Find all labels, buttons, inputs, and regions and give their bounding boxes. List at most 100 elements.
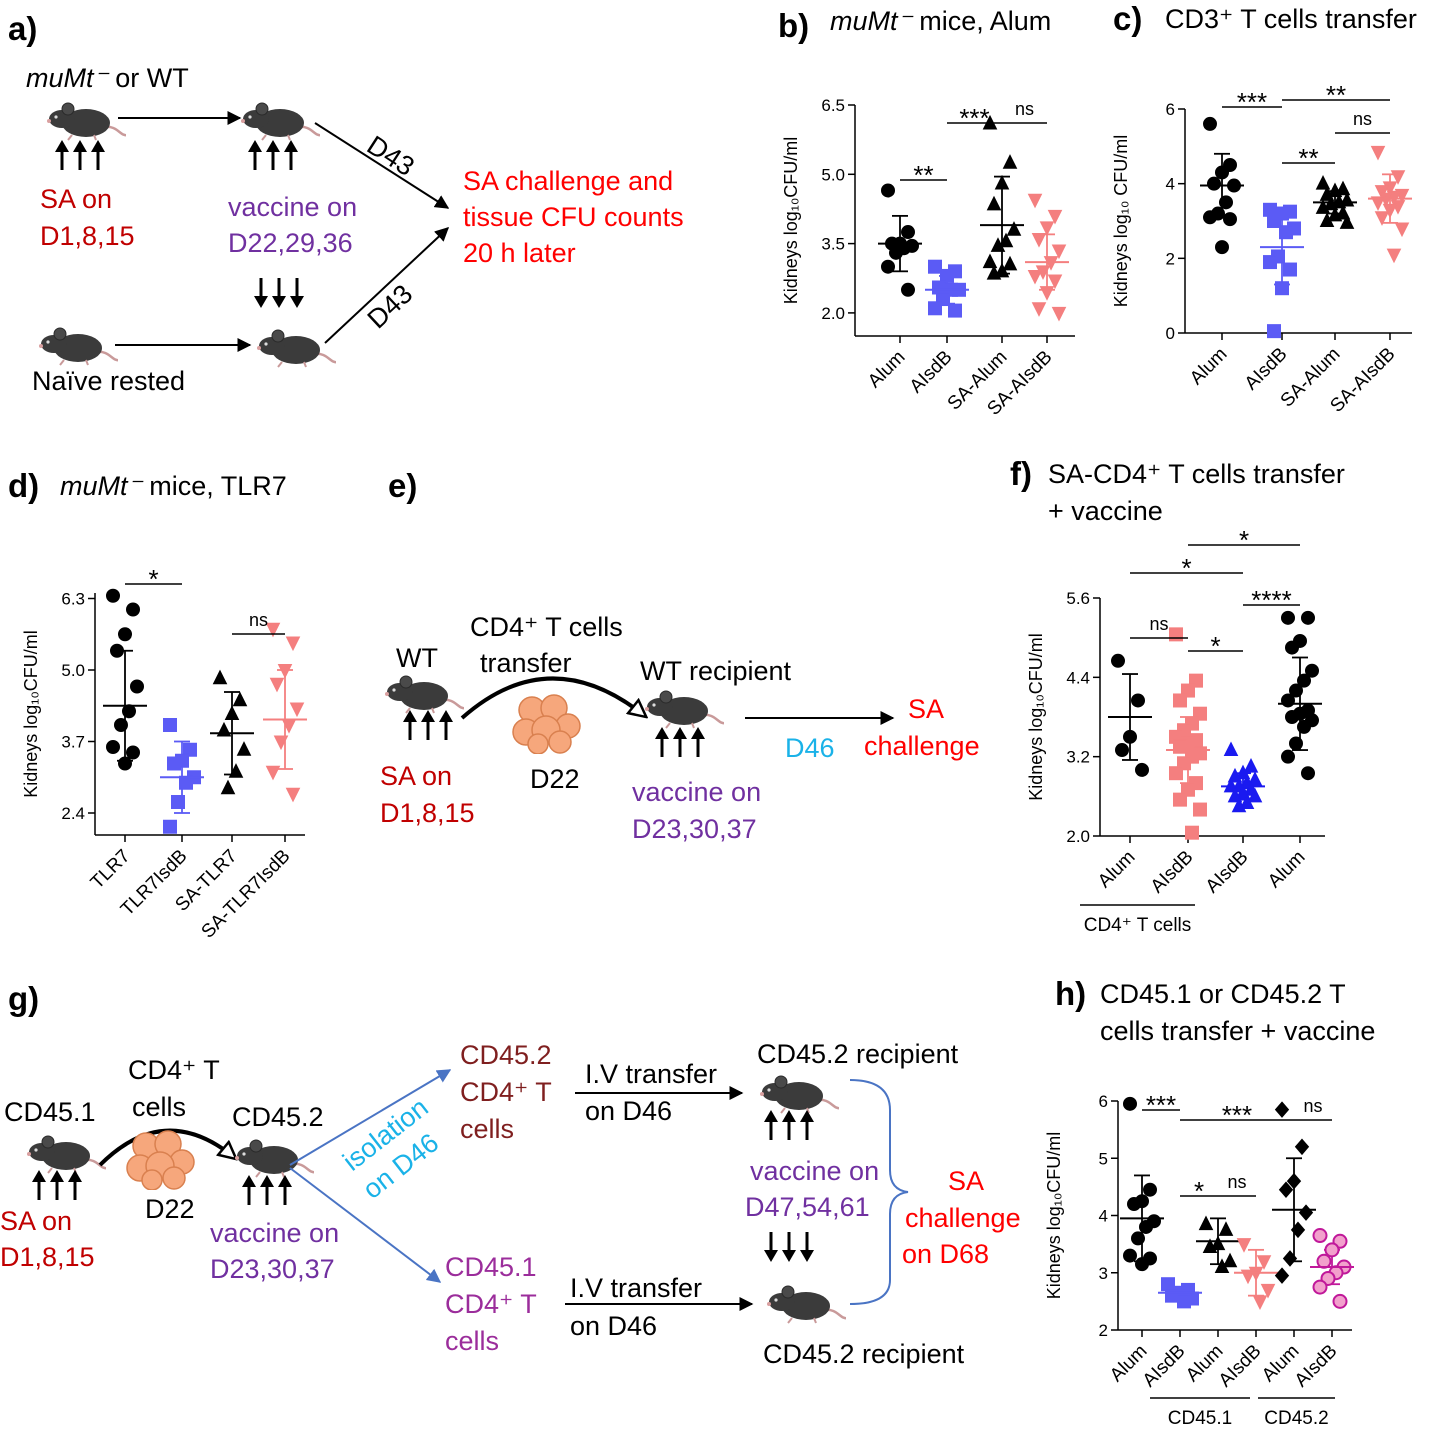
- sa-label: SA on: [380, 761, 452, 791]
- data-point: [1315, 199, 1331, 214]
- outcome-line: 20 h later: [463, 238, 576, 268]
- mouse: [45, 101, 126, 142]
- data-point: [1131, 1231, 1145, 1246]
- diagram-e: WT SA on D1,8,15 CD4⁺ T cells transfer D…: [380, 612, 980, 844]
- transfer-line: CD4⁺ T: [128, 1055, 220, 1085]
- data-point: [1339, 214, 1355, 229]
- data-point: [1285, 640, 1299, 655]
- data-point: [1301, 610, 1315, 625]
- data-point: [1327, 206, 1343, 222]
- data-point: [1027, 269, 1043, 285]
- data-point: [1274, 1101, 1290, 1118]
- title-text: CD45.1 or CD45.2 T: [1100, 979, 1346, 1009]
- mouse: [255, 328, 336, 369]
- outcome-line: tissue CFU counts: [463, 202, 684, 232]
- challenge-line: challenge: [905, 1203, 1021, 1233]
- data-point: [1235, 764, 1251, 780]
- data-point: [1207, 176, 1221, 191]
- recipient-label: CD45.2 recipient: [763, 1339, 965, 1369]
- title-text: mice, TLR7: [142, 471, 287, 501]
- transfer-line: cells: [132, 1092, 186, 1122]
- chart-title: cells transfer + vaccine: [1100, 1016, 1375, 1046]
- y-tick-label: 6: [1099, 1092, 1108, 1111]
- y-tick-label: 6: [1166, 100, 1175, 119]
- day-label: D43: [362, 279, 419, 335]
- data-point: [1374, 211, 1390, 226]
- data-point: [224, 705, 240, 720]
- y-tick-label: 4.4: [1066, 668, 1090, 687]
- sa-days: D1,8,15: [380, 798, 475, 828]
- data-point: [1215, 240, 1229, 255]
- chart-title: CD45.1 or CD45.2 T: [1100, 979, 1346, 1009]
- mouse: [758, 1074, 839, 1115]
- mouse: [37, 326, 118, 367]
- cells-a-line: cells: [460, 1114, 514, 1144]
- data-point: [990, 237, 1006, 252]
- group-label: CD4⁺ T cells: [1084, 915, 1192, 936]
- data-point: [1247, 787, 1263, 803]
- data-point: [1305, 663, 1319, 678]
- y-tick-label: 3.7: [61, 733, 85, 752]
- data-point: [1370, 196, 1386, 211]
- significance-label: *: [1210, 631, 1220, 661]
- data-point: [1289, 683, 1303, 698]
- data-point: [1335, 180, 1351, 196]
- injection-arrows: [30, 1170, 84, 1200]
- y-tick-label: 3.2: [1066, 748, 1090, 767]
- panel-label: c): [1113, 0, 1142, 37]
- data-point: [1202, 1238, 1218, 1253]
- data-point: [1290, 1221, 1306, 1239]
- significance-label: *: [1194, 1176, 1204, 1206]
- vaccine-days: D47,54,61: [745, 1192, 870, 1222]
- cells-a-line: CD45.2: [460, 1040, 552, 1070]
- data-point: [1139, 1219, 1153, 1234]
- x-tick-label: Alum: [864, 347, 909, 392]
- title-italic: muMt⁻: [830, 6, 914, 36]
- significance-label: **: [1298, 143, 1318, 173]
- x-tick-label: AIsdB: [1291, 1341, 1342, 1392]
- data-point: [1243, 757, 1259, 773]
- data-point: [1169, 627, 1183, 642]
- data-point: [1324, 1242, 1340, 1258]
- y-axis-label: Kidneys log₁₀ CFU/ml: [1111, 135, 1131, 308]
- brace: [849, 1079, 909, 1305]
- data-point: [1002, 154, 1018, 169]
- y-tick-label: 6.5: [821, 96, 845, 115]
- y-tick-label: 0: [1166, 324, 1175, 343]
- data-point: [986, 195, 1002, 211]
- data-point: [1222, 1252, 1238, 1268]
- data-point: [1312, 1279, 1328, 1295]
- significance-label: ns: [249, 610, 268, 630]
- data-point: [1193, 802, 1207, 817]
- data-point: [1316, 1253, 1332, 1269]
- transfer-day: D22: [530, 764, 580, 794]
- data-point: [1235, 784, 1251, 800]
- mouse: [233, 1138, 314, 1179]
- data-point: [1281, 693, 1295, 708]
- chart-title: + vaccine: [1048, 496, 1163, 526]
- y-tick-label: 5.0: [821, 165, 845, 184]
- data-point: [1394, 222, 1410, 238]
- strain-text: or WT: [108, 63, 189, 93]
- chart-title: CD3⁺ T cells transfer: [1165, 4, 1417, 34]
- panel-label: g): [8, 980, 39, 1017]
- y-tick-label: 2: [1166, 249, 1175, 268]
- data-point: [285, 636, 301, 652]
- data-point: [236, 741, 252, 756]
- vaccine-label: vaccine on: [210, 1218, 339, 1248]
- data-point: [1281, 749, 1295, 764]
- data-point: [285, 787, 301, 803]
- data-point: [1203, 210, 1217, 225]
- recipient-label: WT recipient: [640, 656, 792, 686]
- data-point: [265, 622, 281, 638]
- y-axis-label: Kidneys log₁₀CFU/ml: [1044, 1132, 1064, 1300]
- title-italic: muMt⁻: [60, 471, 144, 501]
- chart-title: muMt⁻ mice, Alum: [830, 6, 1051, 36]
- data-point: [1031, 232, 1047, 248]
- data-point: [1231, 797, 1247, 813]
- x-tick-label: AIsdB: [1202, 847, 1253, 898]
- data-point: [1315, 175, 1331, 190]
- data-point: [1282, 1250, 1298, 1267]
- y-tick-label: 2.0: [821, 304, 845, 323]
